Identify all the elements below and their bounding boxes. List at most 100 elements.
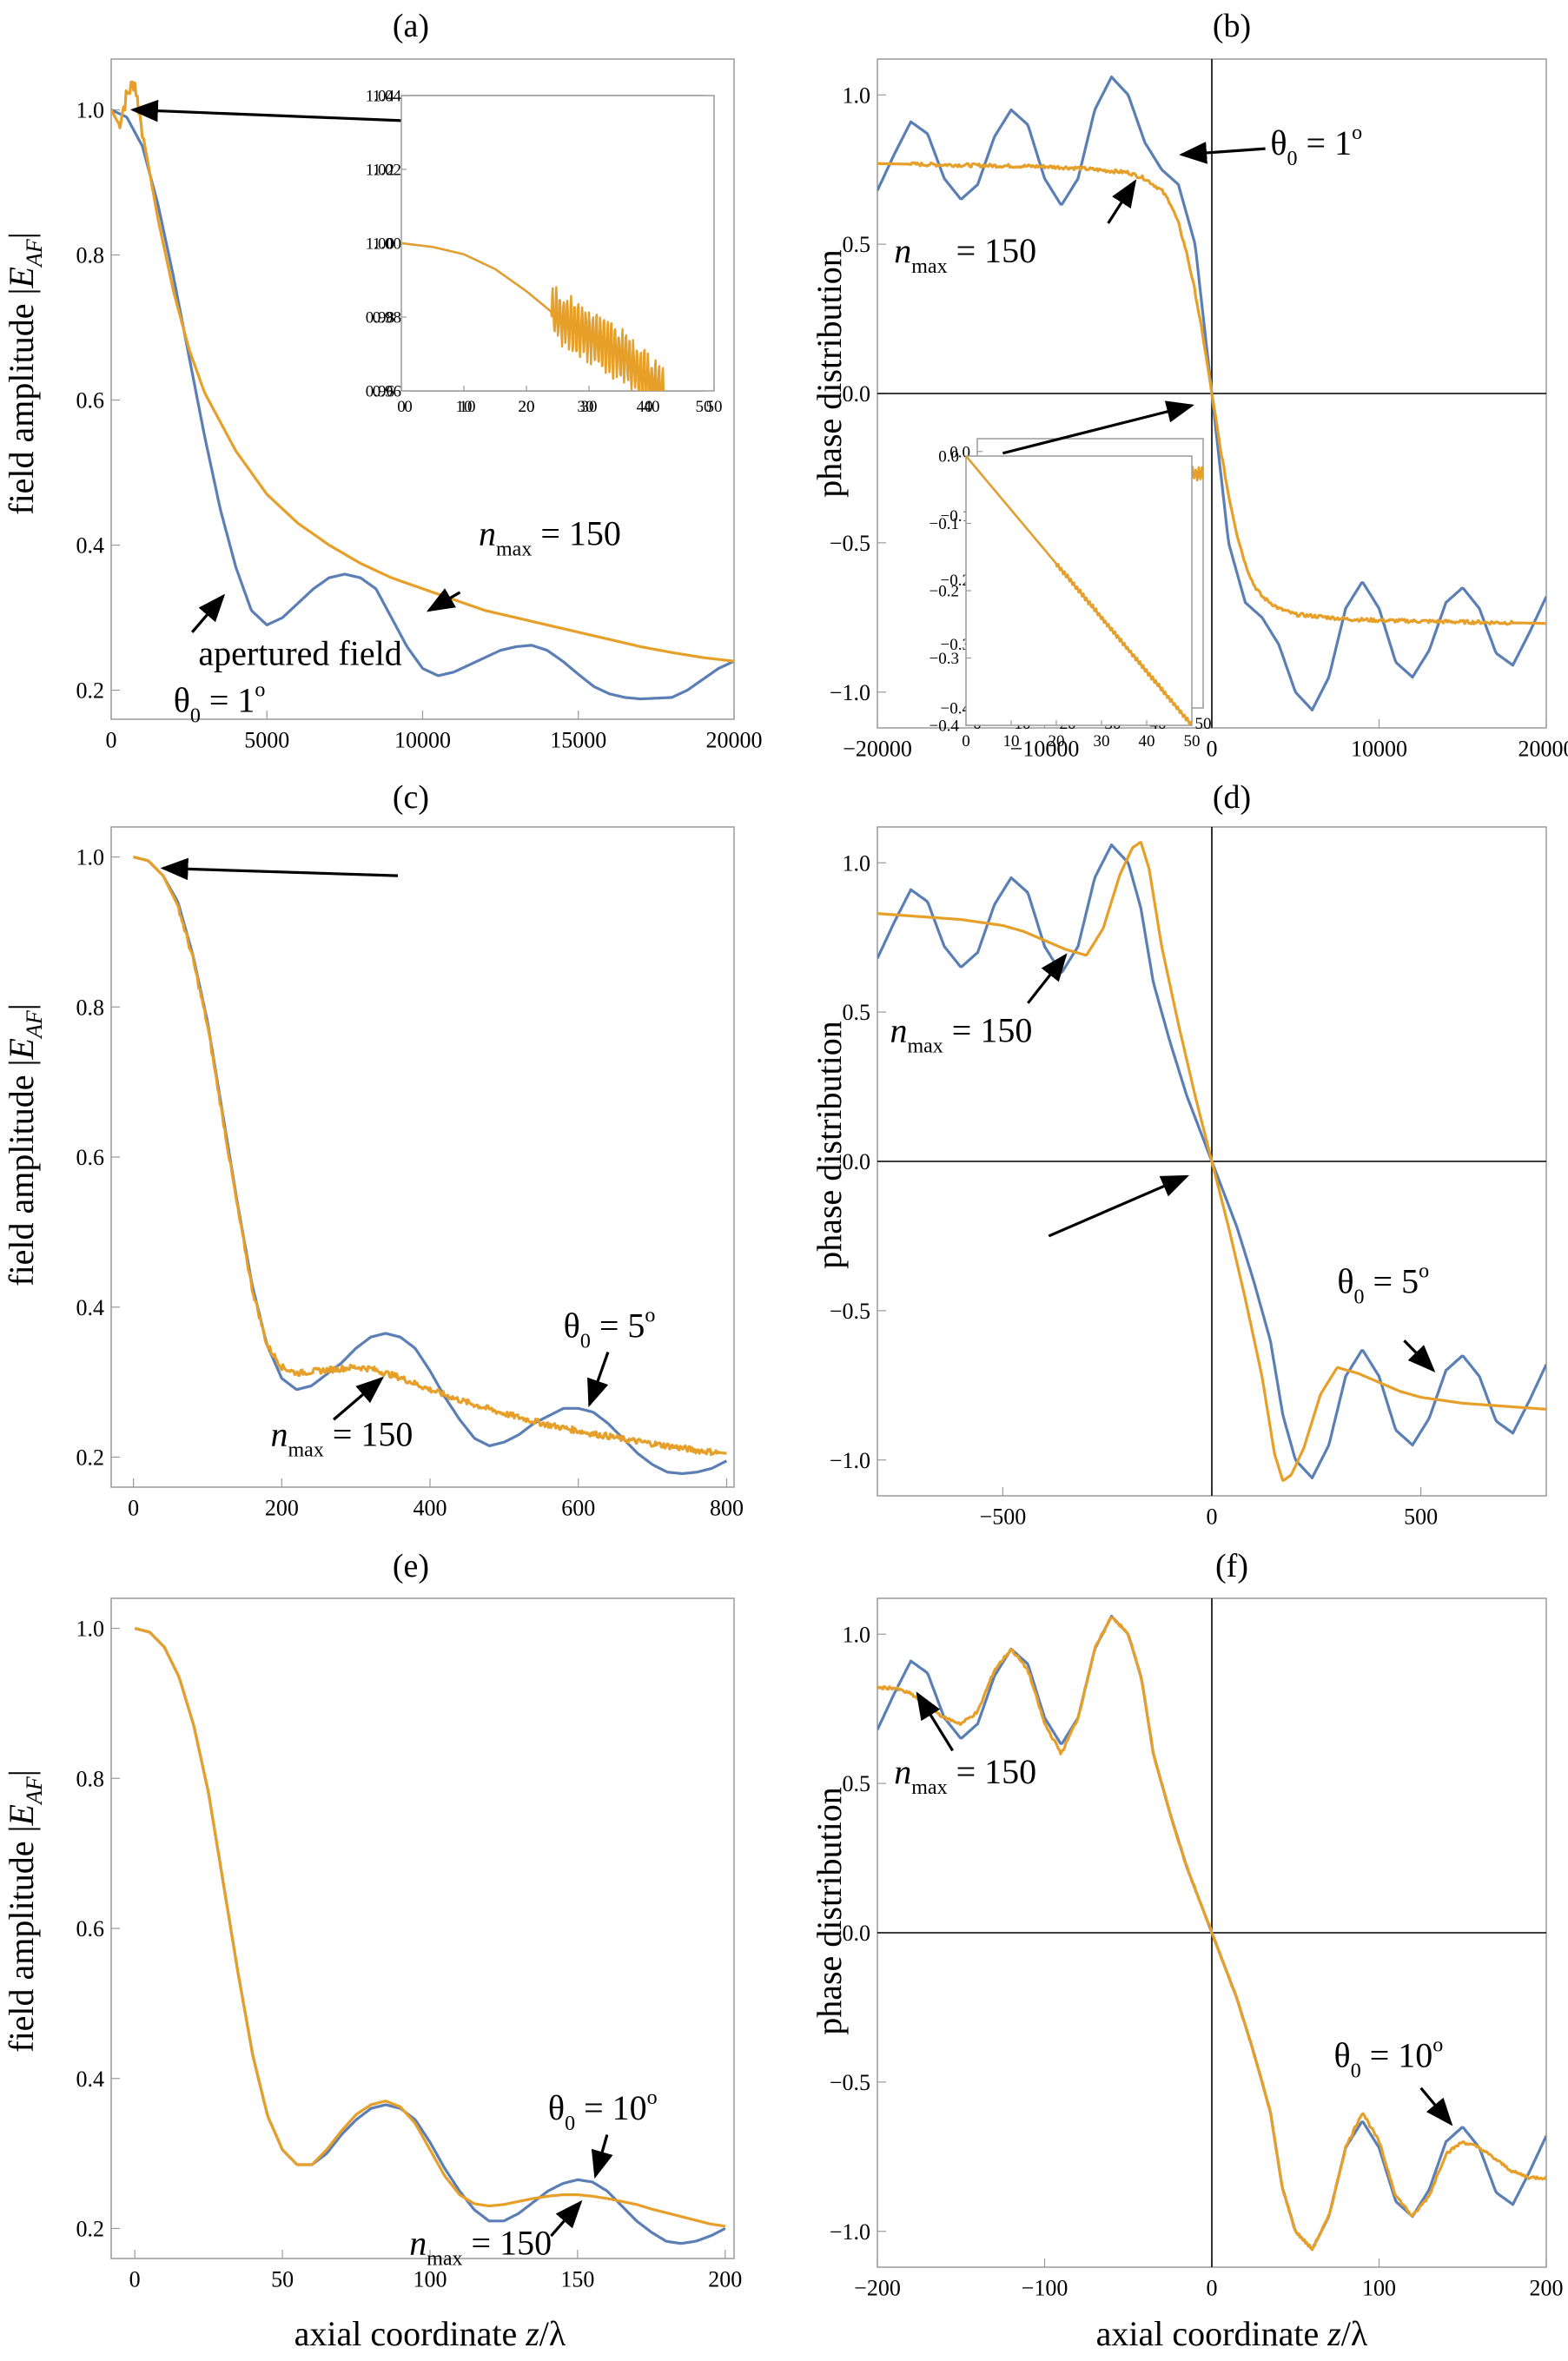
panel-a-exact-line (111, 109, 734, 701)
panel-b-inset-ytick-label: −0.1 (941, 507, 970, 526)
panel-d-xtick-label: 500 (1404, 1505, 1438, 1530)
panel-b-xtick-label: 0 (1207, 737, 1218, 762)
panel-e-xtick-label: 50 (271, 2267, 294, 2292)
panel-f-label: (f) (1215, 1548, 1248, 1584)
panel-f-ytick-label: −1.0 (830, 2219, 870, 2245)
panel-d-inset-ytick-label: −0.1 (930, 515, 959, 533)
panel-e-annotation: nmax = 150 (409, 2224, 552, 2271)
panel-f-xtick-label: 0 (1207, 2276, 1218, 2301)
panel-b-ytick-label: −1.0 (830, 680, 870, 705)
panel-d-series-group (877, 841, 1546, 1482)
panel-c-inset-bg (401, 96, 714, 391)
panel-a-inset-xtick-label: 50 (696, 398, 712, 416)
panel-a-inset-xtick-label: 20 (519, 398, 535, 416)
panel-e-xtick-label: 200 (708, 2267, 742, 2292)
panel-d: −500 0 500−1.0−0.50.00.51.00 10 20 30 40 50−0.4… (810, 448, 1547, 1530)
panel-d-plot: −500 0 500−1.0−0.50.00.51.00 10 20 30 40 50−0.4… (830, 448, 1547, 1530)
panel-b-inset-ytick-label: −0.4 (941, 700, 971, 718)
panel-c-ytick-label: 0.4 (76, 1295, 105, 1320)
panel-d-arrow (1026, 953, 1068, 1004)
panel-a-ytick-label: 1.0 (76, 98, 105, 123)
panel-c-arrow (587, 1352, 610, 1408)
panel-a-inset-xtick-label: 30 (578, 398, 594, 416)
panel-c-inset-ytick-label: 0.96 (366, 383, 394, 401)
panel-d-ytick-label: −0.5 (830, 1299, 870, 1324)
panel-c-inset-ytick-label: 1.02 (366, 162, 394, 180)
panel-f-plot: −200 −100 0 100 200 −1.0 −0.5 0.0 0.5 1.0 nmax = 1… (830, 1597, 1564, 2301)
panel-b-series-group (877, 76, 1546, 711)
panel-c-series-group (133, 855, 728, 1475)
panel-b-inset-ytick-label: −0.3 (941, 636, 970, 654)
panel-d-inset-xtick-label: 20 (1049, 732, 1065, 751)
panel-a-arrow (129, 99, 406, 122)
panel-f-xtick-label: 100 (1362, 2276, 1396, 2301)
panel-a-arrow (190, 593, 226, 633)
panel-e-xtick-label: 100 (413, 2267, 447, 2292)
panel-e-xtick-label: 150 (560, 2267, 594, 2292)
panel-a-inset-xtick-label: 10 (460, 398, 476, 416)
panel-c-ytick-label: 0.8 (76, 995, 105, 1020)
panel-c-inset-series-group (401, 241, 665, 391)
panel-d-inset-xtick-label: 10 (1003, 732, 1020, 751)
panel-b-ytick-label: 0.5 (843, 232, 871, 257)
panel-a-ytick-label: 0.8 (76, 243, 105, 268)
panel-a-xtick-label: 0 (106, 728, 117, 753)
panel-e-arrow (550, 2199, 583, 2238)
panel-a-ytick-label: 0.6 (76, 388, 105, 413)
panel-c-exact-line (133, 855, 728, 1475)
panel-d-approx-line (877, 841, 1546, 1482)
panel-c-approx-line (133, 855, 727, 1457)
panel-a-ytick-label: 0.4 (76, 533, 105, 559)
panel-e-ylabel: field amplitude |EAF| (2, 1769, 47, 2053)
panel-d-arrow (1048, 1174, 1190, 1238)
panel-f-xtick-label: −100 (1022, 2276, 1068, 2301)
panel-e-ytick-label: 0.6 (76, 1916, 105, 1941)
panel-b-annotation: θ0 = 1o (1270, 122, 1362, 170)
panel-c-ylabel: field amplitude |EAF| (2, 1003, 47, 1286)
panel-c-label: (c) (393, 779, 429, 816)
panel-f: −200 −100 0 100 200 −1.0 −0.5 0.0 0.5 1.0 nmax = 1… (810, 1597, 1564, 2353)
panel-a-annotation: apertured field (198, 633, 401, 672)
panel-b-ytick-label: 0.0 (843, 381, 871, 407)
panel-e-xtick-label: 0 (129, 2267, 141, 2292)
panel-e: 0 50 100 150 200 0.2 0.4 0.6 0.8 1.0 θ0 = 10o nmax … (2, 1548, 742, 2353)
panel-a-approx-line (111, 80, 734, 663)
panel-f-ylabel: phase distribution (810, 1787, 849, 2035)
panel-d-inset: 0 10 20 30 40 50 −0.4 −0.3 −0.2 −0.1 0.0 (930, 448, 1201, 751)
panel-b-ytick-label: 1.0 (843, 83, 871, 108)
panel-b-label: (b) (1213, 8, 1251, 44)
panel-a-ylabel: field amplitude |EAF| (2, 232, 47, 515)
panel-e-plot: 0 50 100 150 200 0.2 0.4 0.6 0.8 1.0 θ0 = 10o nmax … (76, 1597, 742, 2292)
panel-d-label: (d) (1213, 779, 1251, 816)
panel-b-arrow (1179, 142, 1266, 164)
panel-c-inset-xtick-label: 40 (644, 398, 660, 416)
panel-e-ytick-label: 0.2 (76, 2217, 105, 2242)
panel-d-annotation: θ0 = 5o (1337, 1260, 1429, 1308)
panel-d-inset-ytick-label: −0.3 (930, 650, 959, 668)
panel-b-ytick-label: −0.5 (830, 531, 870, 556)
panel-d-ytick-label: 0.5 (843, 1000, 871, 1025)
panel-c-inset-xtick-label: 20 (519, 398, 535, 416)
panel-c-xtick-label: 400 (414, 1496, 447, 1521)
panel-e-xlabel: axial coordinate z/λ (294, 2314, 566, 2353)
panel-d-inset-ytick-label: −0.4 (930, 718, 960, 736)
panel-d-ylabel: phase distribution (810, 1021, 849, 1269)
panel-a-inset-ytick-label: 1.02 (373, 162, 401, 180)
panel-a-inset-ytick-label: 1.00 (373, 235, 401, 254)
panel-a-xtick-label: 10000 (394, 728, 451, 753)
panel-a-series-group (111, 80, 734, 701)
panel-d-xtick-label: −500 (980, 1505, 1027, 1530)
panel-c-inset-xtick-label: 30 (581, 398, 598, 416)
panel-a-xtick-label: 15000 (550, 728, 606, 753)
panel-b-arrow (1002, 400, 1195, 455)
panel-c-ytick-label: 0.6 (76, 1145, 105, 1170)
panel-b-inset-ytick-label: 0.0 (949, 443, 970, 461)
panel-f-ytick-label: 1.0 (843, 1622, 871, 1647)
panel-e-series-group (134, 1626, 726, 2245)
panel-c-xtick-label: 600 (561, 1496, 595, 1521)
panel-e-approx-line (134, 1626, 726, 2228)
panel-b-approx-line (877, 161, 1546, 626)
panel-a-label: (a) (393, 8, 429, 44)
panel-e-arrow (591, 2134, 613, 2179)
